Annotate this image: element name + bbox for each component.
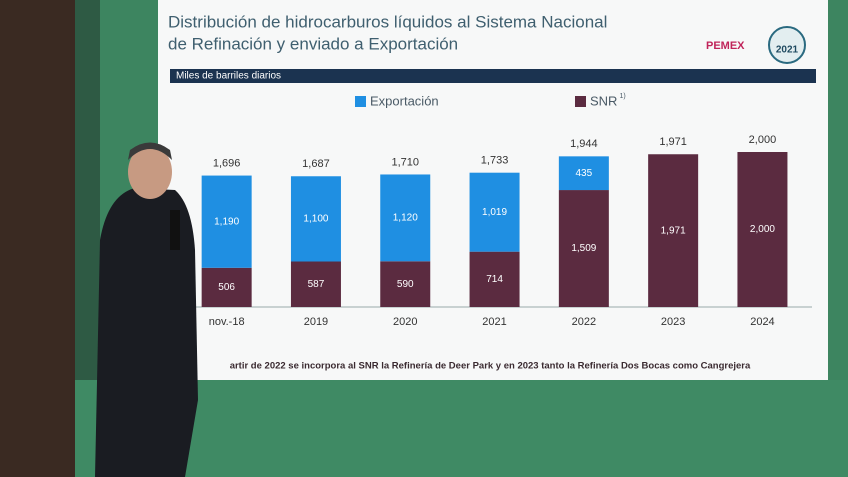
legend-note: 1): [619, 93, 625, 100]
wall-left: [0, 0, 75, 477]
x-tick-label: 2022: [572, 316, 596, 328]
total-label: 1,687: [302, 158, 330, 170]
bar-segment: [648, 154, 699, 307]
bar-segment: [558, 190, 609, 307]
x-tick-label: 2024: [750, 316, 774, 328]
x-tick-label: 2023: [661, 316, 685, 328]
bar-segment: [469, 251, 520, 307]
value-label: 1,190: [214, 216, 239, 227]
microphone: [170, 210, 180, 250]
legend-swatch: [355, 96, 366, 107]
total-label: 1,944: [570, 138, 598, 150]
subtitle-bar: [170, 69, 816, 83]
bar-segment: [558, 156, 609, 191]
value-label: 1,509: [571, 243, 596, 254]
presenter-body: [95, 188, 198, 477]
title-line: Distribución de hidrocarburos líquidos a…: [168, 12, 607, 31]
value-label: 435: [576, 168, 593, 179]
title-line: de Refinación y enviado a Exportación: [168, 34, 458, 53]
total-label: 2,000: [749, 134, 777, 146]
x-tick-label: 2019: [304, 316, 328, 328]
bar-segment: [380, 174, 431, 262]
green-panel-right: [828, 0, 848, 380]
total-label: 1,733: [481, 155, 509, 167]
logo-pemex: PEMEX: [706, 40, 745, 52]
value-label: 1,100: [303, 214, 328, 225]
legend-label: Exportación: [370, 93, 439, 108]
value-label: 1,019: [482, 207, 507, 218]
value-label: 714: [486, 274, 503, 285]
bar-segment: [201, 175, 252, 268]
total-label: 1,696: [213, 157, 241, 169]
legend-swatch: [575, 96, 586, 107]
presenter-head: [128, 145, 172, 199]
footnote: artir de 2022 se incorpora al SNR la Ref…: [230, 361, 751, 372]
value-label: 506: [218, 282, 235, 293]
logo-year: 2021: [776, 45, 799, 56]
x-tick-label: 2020: [393, 316, 417, 328]
total-label: 1,971: [659, 136, 687, 148]
bar-segment: [469, 172, 520, 252]
bar-segment: [380, 261, 431, 307]
value-label: 1,120: [393, 213, 418, 224]
bar-segment: [201, 267, 252, 307]
bar-segment: [290, 176, 341, 262]
value-label: 2,000: [750, 224, 775, 235]
green-panel: [75, 380, 848, 477]
legend-label: SNR: [590, 93, 617, 108]
total-label: 1,710: [391, 156, 419, 168]
subtitle: Miles de barriles diarios: [176, 71, 281, 82]
x-tick-label: nov.-18: [209, 316, 245, 328]
bar-segment: [737, 152, 788, 307]
value-label: 1,971: [661, 225, 686, 236]
value-label: 587: [308, 279, 325, 290]
x-tick-label: 2021: [482, 316, 506, 328]
logo-seal: [768, 26, 806, 64]
value-label: 590: [397, 279, 414, 290]
presenter-hair: [128, 142, 172, 160]
bar-segment: [290, 261, 341, 307]
